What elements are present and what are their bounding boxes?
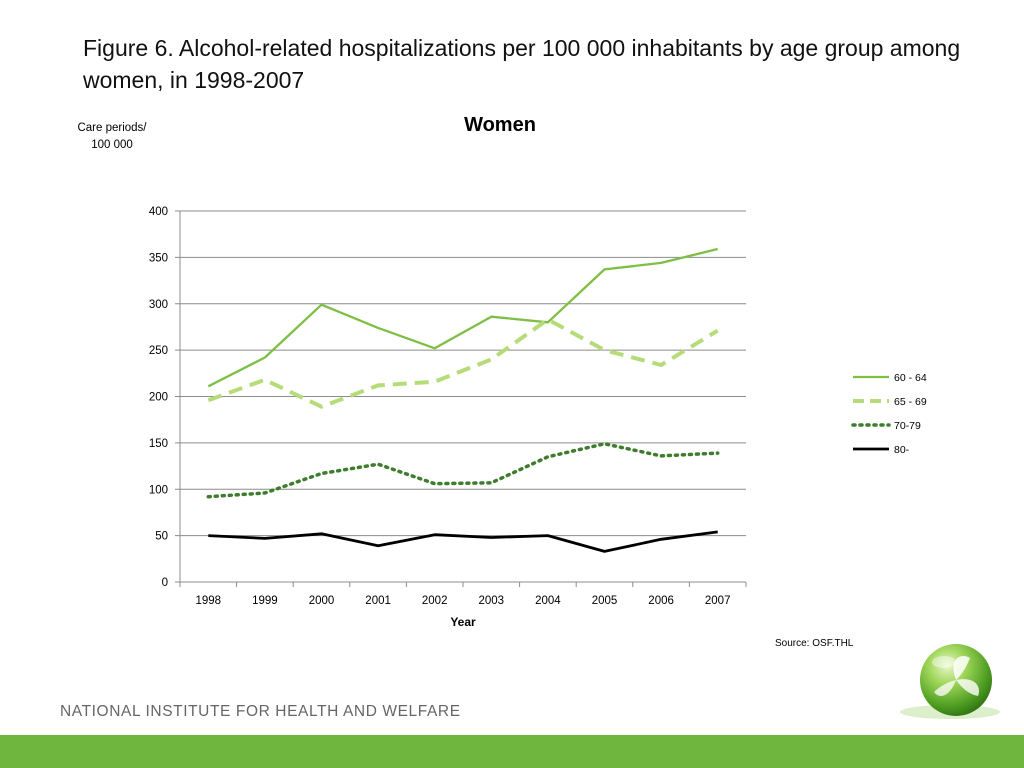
- x-tick-label: 2001: [365, 595, 391, 607]
- leaf-globe-icon: [900, 644, 1000, 719]
- y-tick-label: 50: [155, 531, 168, 543]
- x-tick-label: 2007: [705, 595, 731, 607]
- y-tick-label: 300: [149, 299, 168, 311]
- x-tick-label: 2004: [535, 595, 561, 607]
- x-axis-title: Year: [450, 615, 476, 629]
- y-tick-label: 250: [149, 345, 168, 357]
- figure-title: Figure 6. Alcohol-related hospitalizatio…: [83, 35, 961, 93]
- x-tick-label: 2003: [479, 595, 505, 607]
- chart-title: Women: [464, 114, 536, 136]
- x-tick-label: 2002: [422, 595, 448, 607]
- x-tick-label: 2000: [309, 595, 335, 607]
- x-tick-label: 2006: [648, 595, 674, 607]
- y-tick-label: 150: [149, 438, 168, 450]
- y-tick-label: 400: [149, 206, 168, 218]
- institute-name: NATIONAL INSTITUTE FOR HEALTH AND WELFAR…: [60, 703, 461, 720]
- x-tick-label: 1998: [196, 595, 222, 607]
- legend-label: 65 - 69: [894, 396, 927, 408]
- y-axis-unit-label: Care periods/ 100 000: [60, 120, 164, 154]
- x-tick-label: 1999: [252, 595, 278, 607]
- source-note: Source: OSF.THL: [775, 638, 854, 649]
- legend: 60 - 64 65 - 69 70-79 80-: [851, 372, 927, 456]
- line-chart: Women 0 50 100 150 200 250 300 350 400 1998 1999 20…: [149, 114, 927, 629]
- x-tick-label: 2005: [592, 595, 618, 607]
- legend-label: 80-: [894, 444, 910, 456]
- legend-label: 70-79: [894, 420, 921, 432]
- data-series: [206, 247, 720, 553]
- gridlines: [180, 210, 746, 537]
- y-tick-label: 350: [149, 252, 168, 264]
- y-unit-line-2: 100 000: [91, 139, 133, 151]
- y-tick-label: 100: [149, 484, 168, 496]
- y-tick-label: 0: [162, 577, 168, 589]
- footer-band: [0, 735, 1024, 768]
- y-tick-label: 200: [149, 392, 168, 404]
- y-unit-line-1: Care periods/: [77, 122, 147, 134]
- axes: 0 50 100 150 200 250 300 350 400 1998 1999 2000 2001…: [149, 206, 747, 607]
- series-line-70-79: [206, 442, 720, 499]
- series-line-80: [208, 530, 718, 553]
- legend-label: 60 - 64: [894, 372, 927, 384]
- series-line-60-64: [207, 247, 718, 388]
- series-line-65-69: [207, 317, 719, 409]
